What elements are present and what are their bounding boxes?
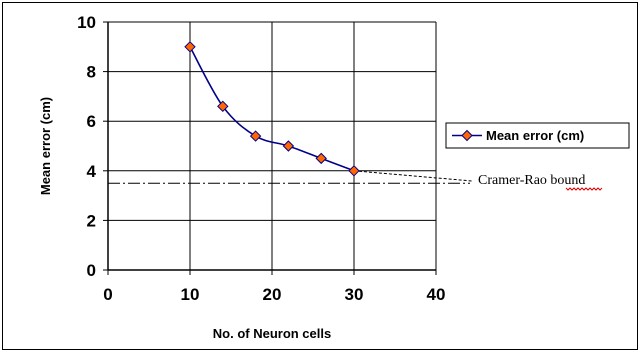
y-tick-label: 6: [87, 112, 96, 131]
x-tick-label: 30: [345, 285, 364, 304]
y-tick-label: 0: [87, 261, 96, 280]
x-tick-label: 40: [427, 285, 446, 304]
y-axis-label: Mean error (cm): [38, 97, 53, 195]
cramer-rao-label: Cramer-Rao bound: [478, 173, 585, 188]
y-tick-label: 4: [87, 162, 97, 181]
x-tick-label: 10: [181, 285, 200, 304]
y-tick-label: 8: [87, 63, 96, 82]
tick-labels: 0 2 4 6 8 10 0 10 20 30 40: [77, 13, 445, 304]
data-point: [217, 100, 229, 113]
data-point: [315, 152, 327, 165]
x-axis-label: No. of Neuron cells: [213, 326, 331, 341]
legend-marker-swatch: [461, 129, 473, 142]
y-tick-label: 2: [87, 211, 96, 230]
legend: Mean error (cm): [445, 122, 630, 149]
cramer-rao-bound: [108, 170, 473, 184]
y-tick-label: 10: [77, 13, 96, 32]
legend-entry: Mean error (cm): [486, 128, 584, 143]
spellcheck-underline: [565, 187, 603, 191]
x-tick-label: 20: [263, 285, 282, 304]
grid: [108, 21, 437, 270]
data-point: [249, 130, 262, 142]
data-point: [348, 165, 360, 177]
callout-leader: [353, 170, 473, 182]
axes: [103, 21, 437, 275]
data-point: [282, 140, 295, 152]
data-point: [184, 41, 196, 53]
x-tick-label: 0: [103, 285, 112, 304]
series: [184, 41, 360, 177]
